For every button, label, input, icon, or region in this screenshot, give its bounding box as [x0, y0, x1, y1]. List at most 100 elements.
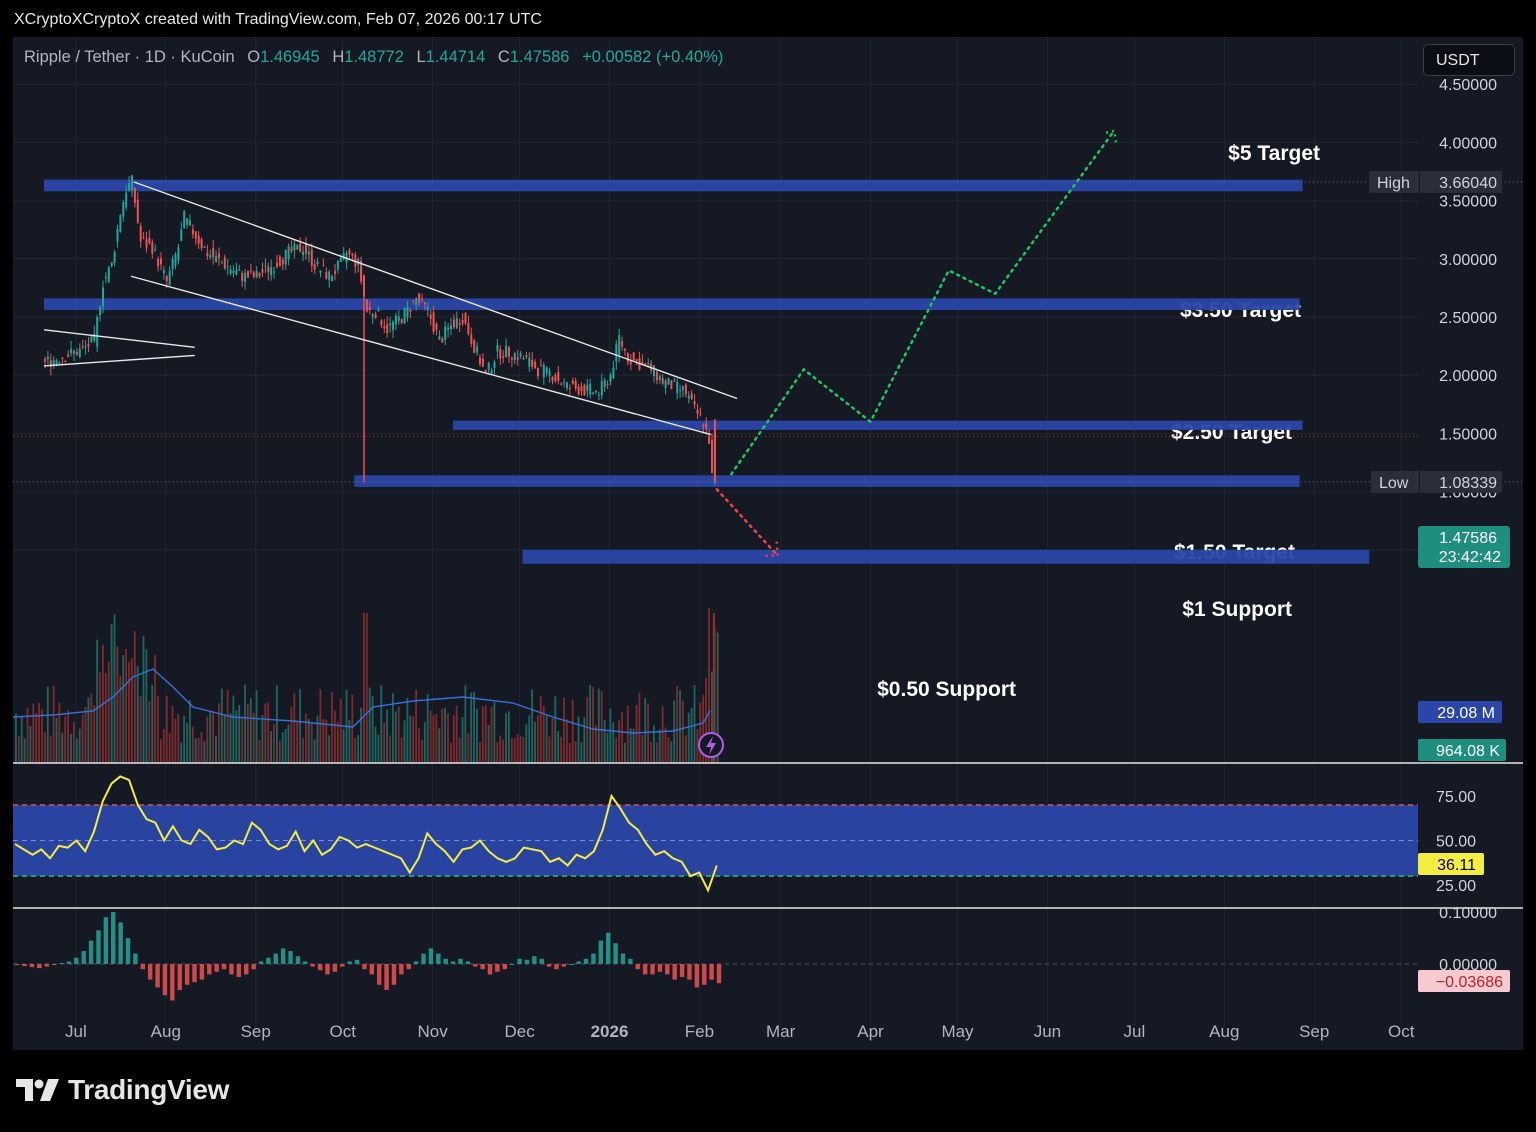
price-axis-tick: 4.50000 [1439, 77, 1497, 94]
candle-body [258, 272, 261, 277]
candle-body [232, 270, 235, 274]
candle-body [110, 262, 113, 267]
volume-bar [426, 694, 429, 763]
volume-bar [58, 702, 61, 763]
candle-body [508, 347, 510, 357]
osc-bar [546, 964, 552, 967]
volume-bar [455, 705, 458, 763]
volume-bar [618, 720, 620, 763]
volume-bar [20, 716, 23, 763]
volume-bar [374, 726, 377, 763]
osc-bar [29, 964, 35, 968]
volume-bar [513, 738, 516, 763]
osc-bar [509, 964, 515, 965]
osc-bar [44, 964, 49, 967]
high-marker-value: 3.66040 [1439, 175, 1497, 192]
low-value: 1.44714 [425, 48, 486, 66]
osc-bar [635, 964, 640, 970]
tradingview-wordmark: TradingView [68, 1074, 230, 1105]
candle-body [313, 264, 316, 270]
candle-body [64, 361, 67, 363]
candle-body [432, 312, 435, 332]
volume-bar [238, 704, 241, 763]
volume-bar [696, 729, 699, 763]
volume-bar [484, 705, 487, 763]
candle-body [450, 325, 452, 330]
osc-value-badge [1418, 970, 1510, 992]
volume-bar [278, 740, 281, 763]
candle-body [307, 251, 310, 255]
osc-bar [487, 964, 493, 975]
open-label: O [247, 48, 261, 66]
time-axis-tick: Apr [857, 1022, 884, 1041]
volume-bar [609, 708, 612, 763]
chart-credit: XCryptoXCryptoX created with TradingView… [14, 11, 542, 28]
volume-bar [313, 739, 316, 763]
osc-bar [391, 964, 397, 985]
osc-bar [428, 948, 434, 964]
candle-body [476, 346, 479, 353]
candle-body [455, 318, 458, 329]
osc-bar [155, 964, 160, 988]
osc-bar [288, 951, 293, 964]
volume-bar [392, 693, 394, 763]
volume-bar [548, 736, 551, 763]
volume-bar [290, 707, 293, 763]
candle-body [412, 300, 415, 302]
volume-bar [386, 709, 388, 763]
volume-bar [574, 741, 577, 763]
candle-body [49, 360, 52, 367]
volume-bar [650, 741, 652, 763]
candle-body [58, 362, 61, 364]
volume-bar [220, 688, 223, 763]
candle-body [322, 264, 325, 266]
volume-bar [215, 735, 217, 763]
candle-body [435, 323, 438, 330]
volume-bar [571, 699, 574, 763]
volume-bar [41, 709, 43, 763]
volume-bar [397, 706, 400, 763]
rsi-axis-tick: 75.00 [1436, 789, 1476, 806]
volume-bar [487, 725, 490, 763]
candle-body [415, 298, 418, 305]
volume-bar [232, 695, 235, 763]
currency-button[interactable]: USDT [1423, 44, 1515, 76]
volume-bar [629, 728, 632, 763]
time-axis-tick: Sep [241, 1022, 271, 1041]
volume-bar [351, 694, 354, 763]
candle-body [534, 361, 537, 369]
close-value: 1.47586 [509, 48, 570, 66]
volume-bar [87, 697, 90, 763]
osc-bar [177, 964, 182, 990]
volume-bar [589, 685, 591, 763]
osc-bar [325, 964, 330, 975]
volume-bar [316, 715, 319, 763]
volume-bar [258, 739, 261, 763]
volume-bar [403, 720, 406, 763]
chart-container[interactable]: $5 Target$3.50 Target$2.50 Target$1.50 T… [13, 37, 1523, 1050]
osc-bar [280, 948, 286, 964]
low-marker-value-bg [1420, 470, 1502, 493]
candle-body [194, 231, 197, 239]
candle-body [209, 255, 212, 258]
volume-bar [252, 712, 255, 763]
open-value: 1.46945 [260, 48, 320, 66]
volume-bar [493, 702, 496, 763]
zone-label: $5 Target [1228, 142, 1320, 165]
volume-bar [441, 708, 444, 763]
volume-bar [368, 687, 371, 763]
osc-bar [473, 964, 478, 967]
volume-bar [261, 714, 264, 763]
volume-bar [510, 737, 513, 763]
volume-bar [264, 703, 267, 763]
volume-bar [331, 691, 333, 763]
osc-bar [672, 964, 677, 980]
candle-body [310, 249, 313, 266]
chart-svg[interactable]: $5 Target$3.50 Target$2.50 Target$1.50 T… [13, 37, 1523, 1050]
volume-bar [667, 737, 670, 763]
candle-body [223, 257, 226, 269]
volume-bar [194, 738, 197, 763]
candle-body [299, 243, 302, 252]
volume-bar [394, 711, 397, 763]
osc-bar [15, 964, 20, 966]
